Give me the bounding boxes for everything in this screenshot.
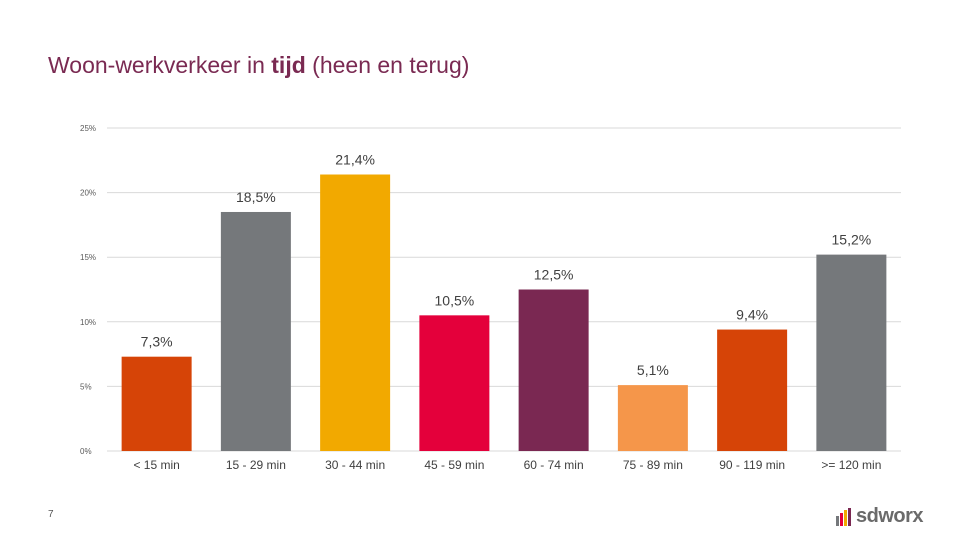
x-tick-label: 45 - 59 min [424,458,484,472]
bar [320,174,391,451]
data-label: 21,4% [335,152,375,168]
bar [816,254,887,451]
logo-text: sdworx [856,505,924,527]
bar [518,289,589,451]
title-prefix: Woon-werkverkeer in [48,52,272,78]
x-tick-label: 30 - 44 min [325,458,385,472]
data-label: 18,5% [236,189,276,205]
brand-logo: sdworx [836,505,924,528]
logo-mark-icon [836,507,851,526]
data-label: 5,1% [637,362,669,378]
data-label: 7,3% [141,334,173,350]
y-tick-label: 10% [80,318,96,327]
x-tick-label: 15 - 29 min [226,458,286,472]
x-tick-label: 60 - 74 min [524,458,584,472]
bar [121,356,192,451]
bar [717,329,788,451]
slide-title: Woon-werkverkeer in tijd (heen en terug) [48,52,469,79]
title-bold: tijd [271,52,306,78]
y-tick-label: 0% [80,447,92,456]
title-suffix: (heen en terug) [305,52,470,78]
bar [220,211,291,451]
bar [419,315,490,451]
y-tick-label: 25% [80,124,96,133]
y-tick-label: 15% [80,253,96,262]
data-label: 15,2% [832,232,872,248]
x-tick-label: 90 - 119 min [719,458,785,472]
data-label: 12,5% [534,267,574,283]
x-tick-label: < 15 min [133,458,179,472]
x-tick-label: >= 120 min [821,458,881,472]
x-tick-label: 75 - 89 min [623,458,683,472]
page-number: 7 [48,509,54,520]
y-tick-label: 5% [80,382,92,391]
y-tick-label: 20% [80,189,96,198]
bar [617,385,688,451]
data-label: 10,5% [435,292,475,308]
data-label: 9,4% [736,307,768,323]
